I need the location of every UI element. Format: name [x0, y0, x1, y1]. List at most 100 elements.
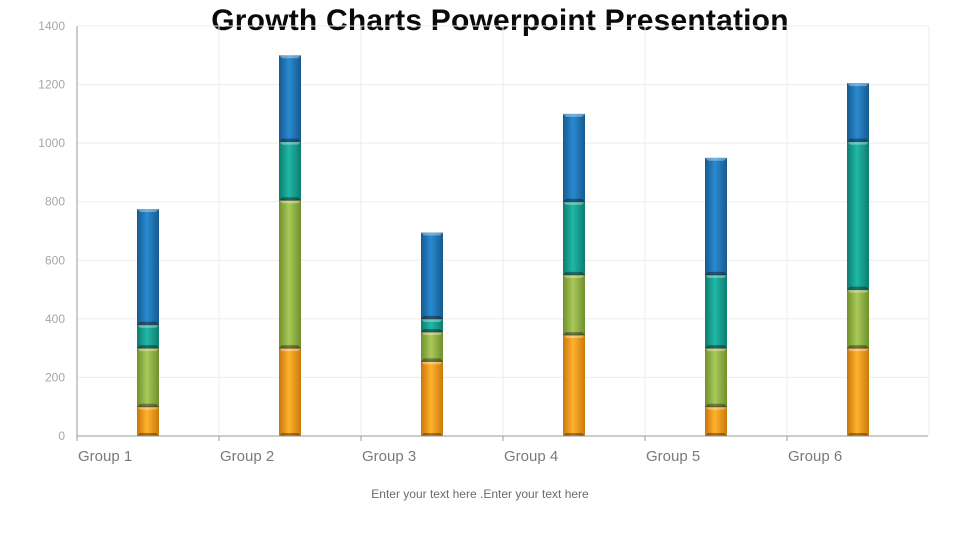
bar-bevel-bottom: [279, 197, 301, 201]
bar-bevel-top: [421, 232, 443, 236]
bar-segment: [421, 232, 443, 320]
bar-bevel-top: [705, 406, 727, 410]
bar-bevel-top: [705, 348, 727, 352]
bar-bevel-top: [137, 209, 159, 213]
bar-segment: [847, 83, 869, 143]
bar-segment-fill: [421, 232, 443, 319]
y-tick-label: 800: [45, 195, 65, 209]
gridlines: [77, 25, 930, 436]
bar-bevel-bottom: [847, 286, 869, 290]
chart-title: Growth Charts Powerpoint Presentation: [211, 4, 789, 37]
bar-segment-fill: [137, 348, 159, 407]
bar-segment-fill: [847, 289, 869, 349]
x-tick-label: Group 5: [646, 448, 700, 465]
axes: 0 200 400 600 800 1000 1200 1400 Group 1 Group 2 G…: [38, 19, 928, 465]
y-tick-label: 400: [45, 312, 65, 326]
bar-bevel-top: [137, 348, 159, 352]
bar-segment-fill: [847, 141, 869, 290]
bar-bevel-bottom: [137, 403, 159, 407]
bar-bevel-bottom: [137, 321, 159, 325]
bar-stack: [705, 157, 727, 437]
bar-bevel-top: [847, 348, 869, 352]
bar-segment: [279, 55, 301, 143]
bar-segment: [137, 324, 159, 349]
bar-stack: [421, 232, 443, 437]
bar-segment: [137, 348, 159, 408]
bar-bevel-top: [137, 324, 159, 328]
bar-bevel-bottom: [279, 138, 301, 142]
bar-segment: [563, 113, 585, 203]
bar-bevel-bottom: [847, 433, 869, 436]
bar-segment: [847, 348, 869, 437]
bar-bevel-bottom: [847, 138, 869, 142]
x-tick-label: Group 4: [504, 448, 558, 465]
bar-bevel-bottom: [421, 433, 443, 436]
bar-bevel-top: [421, 318, 443, 322]
bar-bevel-top: [421, 361, 443, 365]
bar-segment: [705, 348, 727, 408]
bar-segment-fill: [279, 348, 301, 436]
x-tick-label: Group 2: [220, 448, 274, 465]
bar-segment-fill: [847, 83, 869, 142]
bar-segment: [421, 361, 443, 437]
bar-segment-fill: [705, 274, 727, 349]
bar-segment-fill: [137, 324, 159, 349]
bar-segment: [847, 289, 869, 349]
bar-bevel-bottom: [705, 345, 727, 349]
bar-bevel-bottom: [137, 345, 159, 349]
bar-bevel-bottom: [421, 358, 443, 362]
bar-segment: [563, 274, 585, 336]
bar-segment-fill: [137, 209, 159, 325]
bar-segment: [421, 318, 443, 333]
bar-stacks: [137, 55, 869, 437]
bar-segment-fill: [563, 334, 585, 436]
bar-segment-fill: [421, 332, 443, 362]
bar-bevel-top: [705, 157, 727, 161]
bar-segment-fill: [705, 157, 727, 275]
bar-segment-fill: [563, 113, 585, 202]
bar-bevel-top: [847, 289, 869, 293]
bar-segment-fill: [279, 141, 301, 201]
bar-segment-fill: [847, 348, 869, 436]
bar-bevel-top: [421, 332, 443, 336]
bar-bevel-top: [279, 141, 301, 145]
bar-bevel-top: [563, 334, 585, 338]
caption-text: Enter your text here .Enter your text he…: [371, 487, 589, 501]
bar-segment: [279, 141, 301, 201]
bar-segment: [137, 209, 159, 326]
bar-segment: [847, 141, 869, 291]
bar-bevel-bottom: [279, 433, 301, 436]
bar-bevel-bottom: [421, 315, 443, 319]
bar-bevel-bottom: [563, 271, 585, 275]
bar-stack: [847, 83, 869, 437]
bar-segment: [279, 348, 301, 437]
y-tick-label: 1400: [38, 19, 65, 33]
bar-bevel-top: [847, 141, 869, 145]
bar-segment-fill: [421, 361, 443, 436]
bar-segment: [705, 406, 727, 437]
x-tick-label: Group 1: [78, 448, 132, 465]
x-tick-label: Group 6: [788, 448, 842, 465]
bar-stack: [563, 113, 585, 437]
bar-stack: [279, 55, 301, 437]
bar-bevel-bottom: [705, 403, 727, 407]
bar-bevel-bottom: [847, 345, 869, 349]
bar-bevel-top: [279, 55, 301, 59]
bar-segment-fill: [705, 348, 727, 407]
bar-bevel-top: [563, 113, 585, 117]
bar-bevel-top: [563, 274, 585, 278]
x-tick-label: Group 3: [362, 448, 416, 465]
bar-segment-fill: [705, 406, 727, 436]
bar-bevel-bottom: [563, 331, 585, 335]
bar-segment: [421, 332, 443, 362]
bar-segment: [705, 274, 727, 349]
bar-bevel-bottom: [563, 433, 585, 436]
bar-segment: [563, 334, 585, 437]
bar-segment-fill: [137, 406, 159, 436]
bar-bevel-top: [705, 274, 727, 278]
bar-segment-fill: [279, 200, 301, 349]
bar-bevel-top: [137, 406, 159, 410]
bar-segment: [705, 157, 727, 276]
bar-segment-fill: [563, 201, 585, 275]
